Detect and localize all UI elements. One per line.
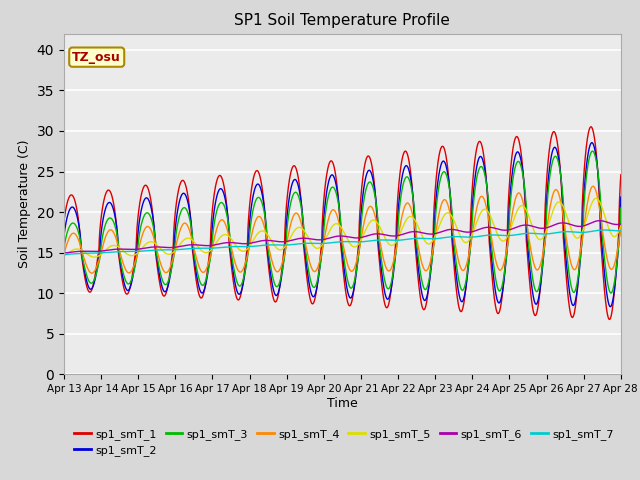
sp1_smT_4 [88, 270, 96, 276]
sp1_smT_5 [467, 234, 475, 240]
sp1_smT_3 [60, 246, 68, 252]
sp1_smT_7 [322, 240, 330, 246]
sp1_smT_7 [436, 235, 444, 241]
sp1_smT_5 [91, 254, 99, 260]
sp1_smT_2 [607, 304, 614, 310]
sp1_smT_1 [467, 204, 475, 210]
sp1_smT_5 [592, 195, 600, 201]
sp1_smT_2 [436, 165, 444, 170]
sp1_smT_1 [587, 124, 595, 130]
sp1_smT_3 [467, 239, 475, 244]
sp1_smT_5 [436, 220, 444, 226]
sp1_smT_5 [617, 223, 625, 229]
Line: sp1_smT_6: sp1_smT_6 [64, 221, 621, 253]
sp1_smT_4 [322, 228, 330, 234]
sp1_smT_6 [596, 218, 604, 224]
sp1_smT_4 [589, 183, 597, 189]
sp1_smT_1 [322, 180, 330, 185]
sp1_smT_2 [616, 204, 624, 210]
sp1_smT_7 [616, 228, 624, 234]
sp1_smT_5 [161, 249, 168, 255]
sp1_smT_6 [499, 227, 506, 233]
sp1_smT_2 [60, 233, 68, 239]
sp1_smT_7 [499, 233, 506, 239]
sp1_smT_3 [322, 209, 330, 215]
Line: sp1_smT_3: sp1_smT_3 [64, 151, 621, 293]
sp1_smT_1 [499, 288, 506, 294]
sp1_smT_1 [160, 293, 168, 299]
sp1_smT_6 [616, 221, 624, 227]
sp1_smT_5 [60, 253, 68, 259]
sp1_smT_4 [161, 269, 168, 275]
sp1_smT_1 [617, 172, 625, 178]
sp1_smT_4 [60, 252, 68, 257]
sp1_smT_6 [160, 244, 168, 250]
sp1_smT_7 [60, 252, 68, 257]
sp1_smT_4 [617, 226, 625, 231]
sp1_smT_4 [436, 205, 444, 211]
sp1_smT_4 [616, 229, 624, 235]
sp1_smT_2 [617, 194, 625, 200]
sp1_smT_7 [617, 228, 625, 234]
sp1_smT_3 [160, 281, 168, 287]
sp1_smT_5 [499, 238, 507, 244]
sp1_smT_5 [322, 236, 330, 241]
sp1_smT_2 [499, 288, 506, 293]
sp1_smT_3 [616, 219, 624, 225]
Line: sp1_smT_7: sp1_smT_7 [64, 230, 621, 254]
sp1_smT_6 [436, 229, 444, 235]
sp1_smT_1 [60, 218, 68, 224]
sp1_smT_1 [616, 181, 624, 187]
sp1_smT_5 [616, 225, 624, 230]
sp1_smT_6 [467, 229, 475, 235]
sp1_smT_7 [160, 247, 168, 253]
sp1_smT_7 [600, 227, 607, 233]
sp1_smT_2 [467, 235, 475, 241]
X-axis label: Time: Time [327, 397, 358, 410]
Y-axis label: Soil Temperature (C): Soil Temperature (C) [18, 140, 31, 268]
Line: sp1_smT_5: sp1_smT_5 [64, 198, 621, 257]
Title: SP1 Soil Temperature Profile: SP1 Soil Temperature Profile [234, 13, 451, 28]
sp1_smT_7 [467, 234, 475, 240]
sp1_smT_6 [322, 236, 330, 242]
sp1_smT_1 [436, 147, 444, 153]
sp1_smT_6 [617, 221, 625, 227]
sp1_smT_1 [605, 316, 613, 322]
sp1_smT_3 [589, 148, 596, 154]
Legend: sp1_smT_1, sp1_smT_2, sp1_smT_3, sp1_smT_4, sp1_smT_5, sp1_smT_6, sp1_smT_7: sp1_smT_1, sp1_smT_2, sp1_smT_3, sp1_smT… [70, 424, 618, 460]
sp1_smT_6 [60, 250, 68, 256]
Text: TZ_osu: TZ_osu [72, 51, 121, 64]
sp1_smT_2 [588, 140, 596, 145]
sp1_smT_2 [160, 288, 168, 294]
Line: sp1_smT_1: sp1_smT_1 [64, 127, 621, 319]
sp1_smT_4 [467, 239, 475, 244]
sp1_smT_2 [322, 197, 330, 203]
sp1_smT_4 [499, 264, 507, 269]
sp1_smT_3 [499, 280, 506, 286]
sp1_smT_3 [607, 290, 615, 296]
sp1_smT_3 [436, 177, 444, 182]
sp1_smT_3 [617, 205, 625, 211]
Line: sp1_smT_4: sp1_smT_4 [64, 186, 621, 273]
Line: sp1_smT_2: sp1_smT_2 [64, 143, 621, 307]
